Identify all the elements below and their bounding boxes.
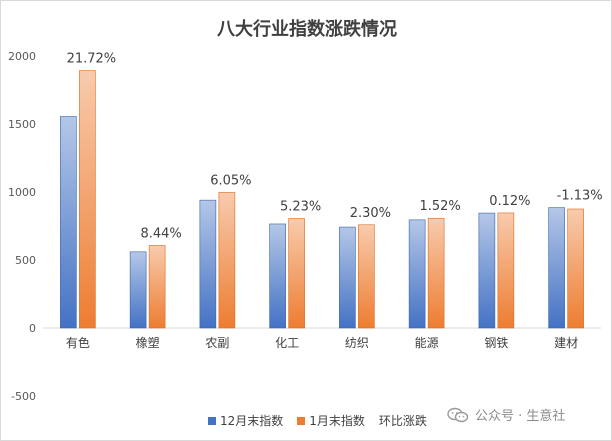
bar-jan-0 xyxy=(79,70,96,329)
x-tick-label: 纺织 xyxy=(345,336,369,350)
bar-jan-7 xyxy=(567,208,584,329)
bar-jan-1 xyxy=(148,245,166,329)
watermark-text: 公众号 · 生意社 xyxy=(475,409,566,424)
bar-dec-2 xyxy=(199,199,217,329)
data-label: 21.72% xyxy=(67,52,117,67)
bar-dec-5 xyxy=(408,219,426,329)
data-label: 8.44% xyxy=(140,226,181,241)
y-tick-label: 500 xyxy=(15,254,36,267)
y-axis: 2000 1500 1000 500 0 -500 xyxy=(8,50,36,403)
bar-dec-4 xyxy=(339,226,356,329)
bar-jan-3 xyxy=(288,218,305,329)
x-tick-label: 农副 xyxy=(205,336,229,350)
y-tick-label: 2000 xyxy=(8,50,36,63)
data-label: 0.12% xyxy=(489,194,530,209)
y-tick-label: 1000 xyxy=(8,186,36,199)
x-tick-label: 化工 xyxy=(275,336,299,350)
bars-group xyxy=(60,70,584,329)
legend-swatch-blue xyxy=(208,416,216,425)
bar-dec-7 xyxy=(548,207,565,329)
bar-dec-3 xyxy=(269,223,286,329)
x-axis: 有色 橡塑 农副 化工 纺织 能源 钢铁 建材 xyxy=(66,335,578,350)
legend-label: 1月末指数 xyxy=(309,414,365,428)
legend: 12月末指数 1月末指数 环比涨跌 xyxy=(208,412,427,429)
watermark: 公众号 · 生意社 xyxy=(447,405,565,424)
x-tick-label: 钢铁 xyxy=(484,336,508,350)
x-tick-label: 建材 xyxy=(554,336,578,350)
x-tick-label: 橡塑 xyxy=(136,335,160,350)
legend-item-dec: 12月末指数 xyxy=(208,412,283,429)
y-tick-label: -500 xyxy=(11,390,36,403)
bar-jan-6 xyxy=(497,212,515,329)
data-label: -1.13% xyxy=(557,189,603,204)
data-label: 5.23% xyxy=(280,200,321,215)
legend-label: 12月末指数 xyxy=(220,414,284,428)
bar-jan-2 xyxy=(218,192,236,329)
wechat-icon xyxy=(447,407,469,422)
bar-jan-5 xyxy=(427,217,445,329)
data-label: 1.52% xyxy=(419,199,460,214)
bar-dec-0 xyxy=(60,116,77,329)
data-labels-group: 21.72% 8.44% 6.05% 5.23% 2.30% 1.52% 0.12% -1.1… xyxy=(67,52,603,242)
x-tick-label: 能源 xyxy=(415,336,439,350)
y-tick-label: 1500 xyxy=(8,118,36,131)
bar-dec-6 xyxy=(478,212,496,329)
bar-dec-1 xyxy=(129,251,147,329)
legend-item-jan: 1月末指数 xyxy=(297,412,365,429)
bar-jan-4 xyxy=(358,224,375,329)
chart-title: 八大行业指数涨跌情况 xyxy=(217,18,397,40)
legend-swatch-orange xyxy=(297,416,306,425)
x-tick-label: 有色 xyxy=(66,336,90,350)
data-label: 2.30% xyxy=(350,206,391,221)
data-label: 6.05% xyxy=(210,173,251,188)
y-tick-label: 0 xyxy=(29,322,36,335)
legend-item-mom: 环比涨跌 xyxy=(379,412,427,429)
legend-label: 环比涨跌 xyxy=(378,414,427,428)
